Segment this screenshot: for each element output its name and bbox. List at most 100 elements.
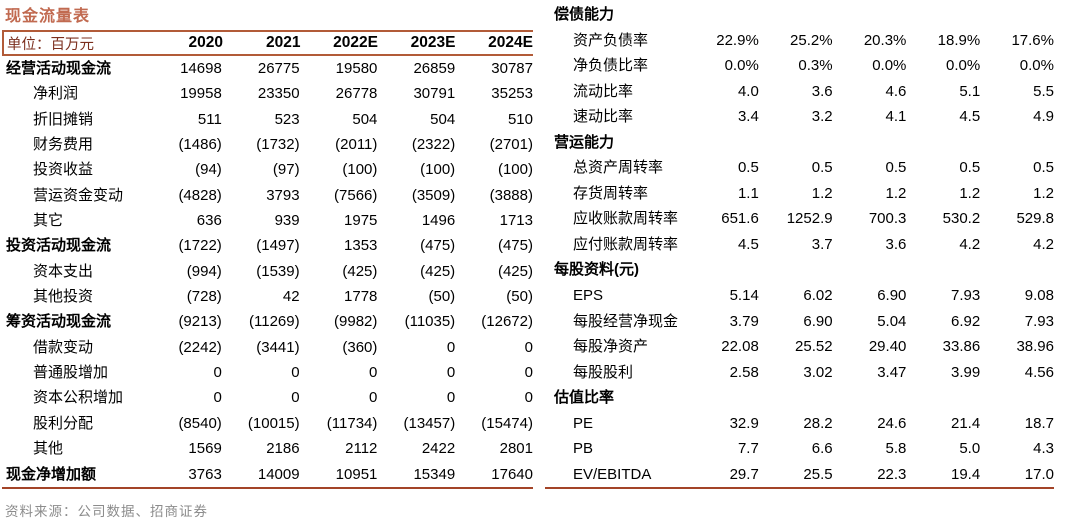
cell-value: 1975: [344, 212, 378, 230]
cell-value: 22.3: [877, 465, 907, 483]
table-row: 应收账款周转率 651.6 1252.9 700.3 530.2 529.8: [545, 206, 1054, 232]
page-title: 现金流量表: [5, 8, 91, 25]
cell-value: (4828): [178, 186, 222, 204]
row-label: PB: [573, 440, 594, 458]
row-label: 现金净增加额: [6, 465, 97, 483]
cell-value: 0.0%: [872, 57, 907, 75]
cell-value: 20.3%: [863, 31, 907, 49]
cell-value: (100): [420, 161, 456, 179]
cell-value: 2801: [499, 440, 533, 458]
cell-value: 504: [430, 110, 456, 128]
cell-value: (1732): [256, 136, 300, 154]
cash-flow-rows: 经营活动现金流 14698 26775 19580 26859 30787 净利…: [2, 56, 533, 487]
cell-value: 0.5: [885, 159, 907, 177]
year-column-header: 2020: [188, 34, 223, 51]
cell-value: (11734): [326, 414, 378, 432]
table-row: 其他 1569 2186 2112 2422 2801: [2, 436, 533, 461]
table-row: 投资活动现金流 (1722) (1497) 1353 (475) (475): [2, 233, 533, 258]
cell-value: 17.0: [1024, 465, 1054, 483]
cell-value: 529.8: [1016, 210, 1054, 228]
row-label: 普通股增加: [33, 364, 109, 382]
ratios-table: 偿债能力 资产负债率 22.9% 25.2% 20.3% 18.9% 17.6%…: [545, 2, 1054, 490]
cell-value: (100): [497, 161, 533, 179]
cell-value: 4.6: [885, 82, 907, 100]
cell-value: (100): [342, 161, 378, 179]
cell-value: (2322): [411, 136, 456, 154]
cell-value: 7.7: [737, 440, 759, 458]
year-column-header: 2021: [266, 34, 301, 51]
cell-value: 4.0: [737, 82, 759, 100]
cell-value: 1.2: [885, 184, 907, 202]
cell-value: 6.92: [950, 312, 981, 330]
cell-value: (10015): [247, 414, 300, 432]
source-note: 资料来源：公司数据、招商证券: [5, 504, 208, 519]
table-row: 普通股增加 0 0 0 0 0: [2, 360, 533, 385]
cell-value: 21.4: [950, 414, 981, 432]
row-label: 应收账款周转率: [573, 210, 679, 228]
cell-value: 3.4: [737, 108, 759, 126]
table-row: EV/EBITDA 29.7 25.5 22.3 19.4 17.0: [545, 462, 1054, 488]
cell-value: (11269): [249, 313, 300, 331]
cell-value: 9.08: [1024, 287, 1054, 305]
cell-value: 2422: [421, 440, 456, 458]
cell-value: (9982): [334, 313, 378, 331]
row-label: 资产负债率: [573, 31, 649, 49]
cash-flow-table: 单位：百万元 2020 2021 2022E 2023E 2024E 经营活动现…: [2, 30, 533, 489]
cell-value: 30791: [413, 85, 456, 103]
row-label: 每股经营净现金: [573, 312, 679, 330]
cell-value: 651.6: [721, 210, 759, 228]
cell-value: 42: [282, 288, 300, 306]
cell-value: (2011): [335, 136, 378, 154]
cell-value: (50): [506, 288, 533, 306]
row-label: 应付账款周转率: [573, 235, 679, 253]
cell-value: 18.7: [1024, 414, 1054, 432]
cell-value: 0.5: [737, 159, 759, 177]
cell-value: 33.86: [942, 338, 981, 356]
cell-value: 0.3%: [798, 57, 833, 75]
cell-value: 29.40: [868, 338, 907, 356]
cell-value: (1486): [178, 136, 222, 154]
table-row: 折旧摊销 511 523 504 504 510: [2, 107, 533, 132]
cell-value: 32.9: [729, 414, 759, 432]
cell-value: 3793: [266, 186, 300, 204]
row-label: 经营活动现金流: [6, 60, 112, 77]
cell-value: 6.6: [811, 440, 833, 458]
cell-value: 6.90: [877, 287, 907, 305]
cell-value: 530.2: [942, 210, 981, 228]
table-row: 资本公积增加 0 0 0 0 0: [2, 385, 533, 410]
cell-value: 5.1: [959, 82, 981, 100]
row-label: 投资收益: [33, 161, 94, 179]
cell-value: 0: [291, 364, 300, 382]
table-row: 存货周转率 1.1 1.2 1.2 1.2 1.2: [545, 181, 1054, 207]
cell-value: (425): [420, 262, 456, 280]
table-row: 每股净资产 22.08 25.52 29.40 33.86 38.96: [545, 334, 1054, 360]
cell-value: (360): [342, 338, 378, 356]
cell-value: (94): [195, 161, 222, 179]
cell-value: (50): [428, 288, 456, 306]
cell-value: 3763: [188, 465, 222, 483]
cell-value: 4.2: [1033, 235, 1054, 253]
cell-value: 19580: [335, 60, 378, 77]
cell-value: 4.3: [1033, 440, 1054, 458]
cell-value: 4.1: [885, 108, 907, 126]
cell-value: 22.9%: [716, 31, 759, 49]
row-label: 折旧摊销: [33, 110, 94, 128]
cell-value: 5.04: [877, 312, 907, 330]
cell-value: 38.96: [1016, 338, 1054, 356]
row-label: 股利分配: [33, 414, 94, 432]
cell-value: 0: [369, 389, 378, 407]
row-label: 净负债比率: [573, 57, 649, 75]
table-row: 其它 636 939 1975 1496 1713: [2, 208, 533, 233]
cell-value: 4.56: [1024, 363, 1054, 381]
cell-value: 4.9: [1033, 108, 1054, 126]
cell-value: (12672): [481, 313, 533, 331]
cell-value: 18.9%: [937, 31, 981, 49]
year-column-header: 2023E: [410, 34, 456, 51]
cell-value: 1252.9: [786, 210, 833, 228]
cell-value: (15474): [481, 414, 533, 432]
cell-value: 30787: [491, 60, 533, 77]
row-label: 速动比率: [573, 108, 634, 126]
table-row: 借款变动 (2242) (3441) (360) 0 0: [2, 335, 533, 360]
cell-value: 5.0: [959, 440, 981, 458]
cell-value: 939: [274, 212, 300, 230]
